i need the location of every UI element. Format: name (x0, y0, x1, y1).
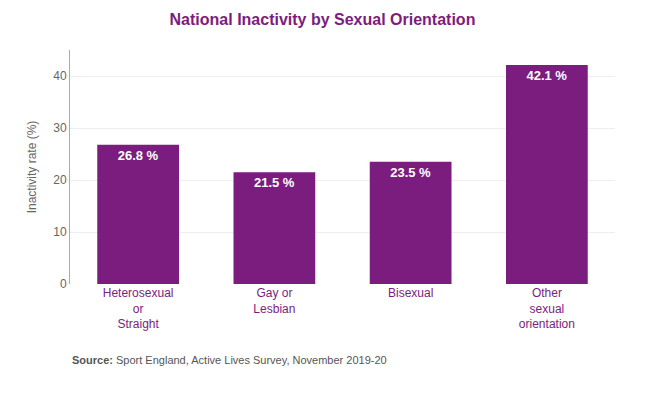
svg-text:HeterosexualorStraight: HeterosexualorStraight (103, 286, 174, 331)
svg-text:National Inactivity by Sexual: National Inactivity by Sexual Orientatio… (170, 11, 476, 28)
svg-text:Inactivity rate (%): Inactivity rate (%) (25, 121, 39, 214)
svg-text:26.8 %: 26.8 % (118, 148, 159, 163)
svg-text:0: 0 (60, 277, 67, 291)
svg-text:23.5 %: 23.5 % (390, 165, 431, 180)
svg-text:30: 30 (53, 121, 67, 135)
svg-text:40: 40 (53, 69, 67, 83)
svg-text:Othersexualorientation: Othersexualorientation (519, 286, 575, 331)
svg-text:21.5 %: 21.5 % (254, 175, 295, 190)
svg-text:Bisexual: Bisexual (388, 286, 433, 300)
svg-text:Gay orLesbian: Gay orLesbian (253, 286, 295, 316)
svg-text:20: 20 (53, 173, 67, 187)
svg-text:Source: Sport England, Active: Source: Sport England, Active Lives Surv… (72, 354, 387, 366)
svg-text:42.1 %: 42.1 % (526, 68, 567, 83)
svg-text:10: 10 (53, 225, 67, 239)
